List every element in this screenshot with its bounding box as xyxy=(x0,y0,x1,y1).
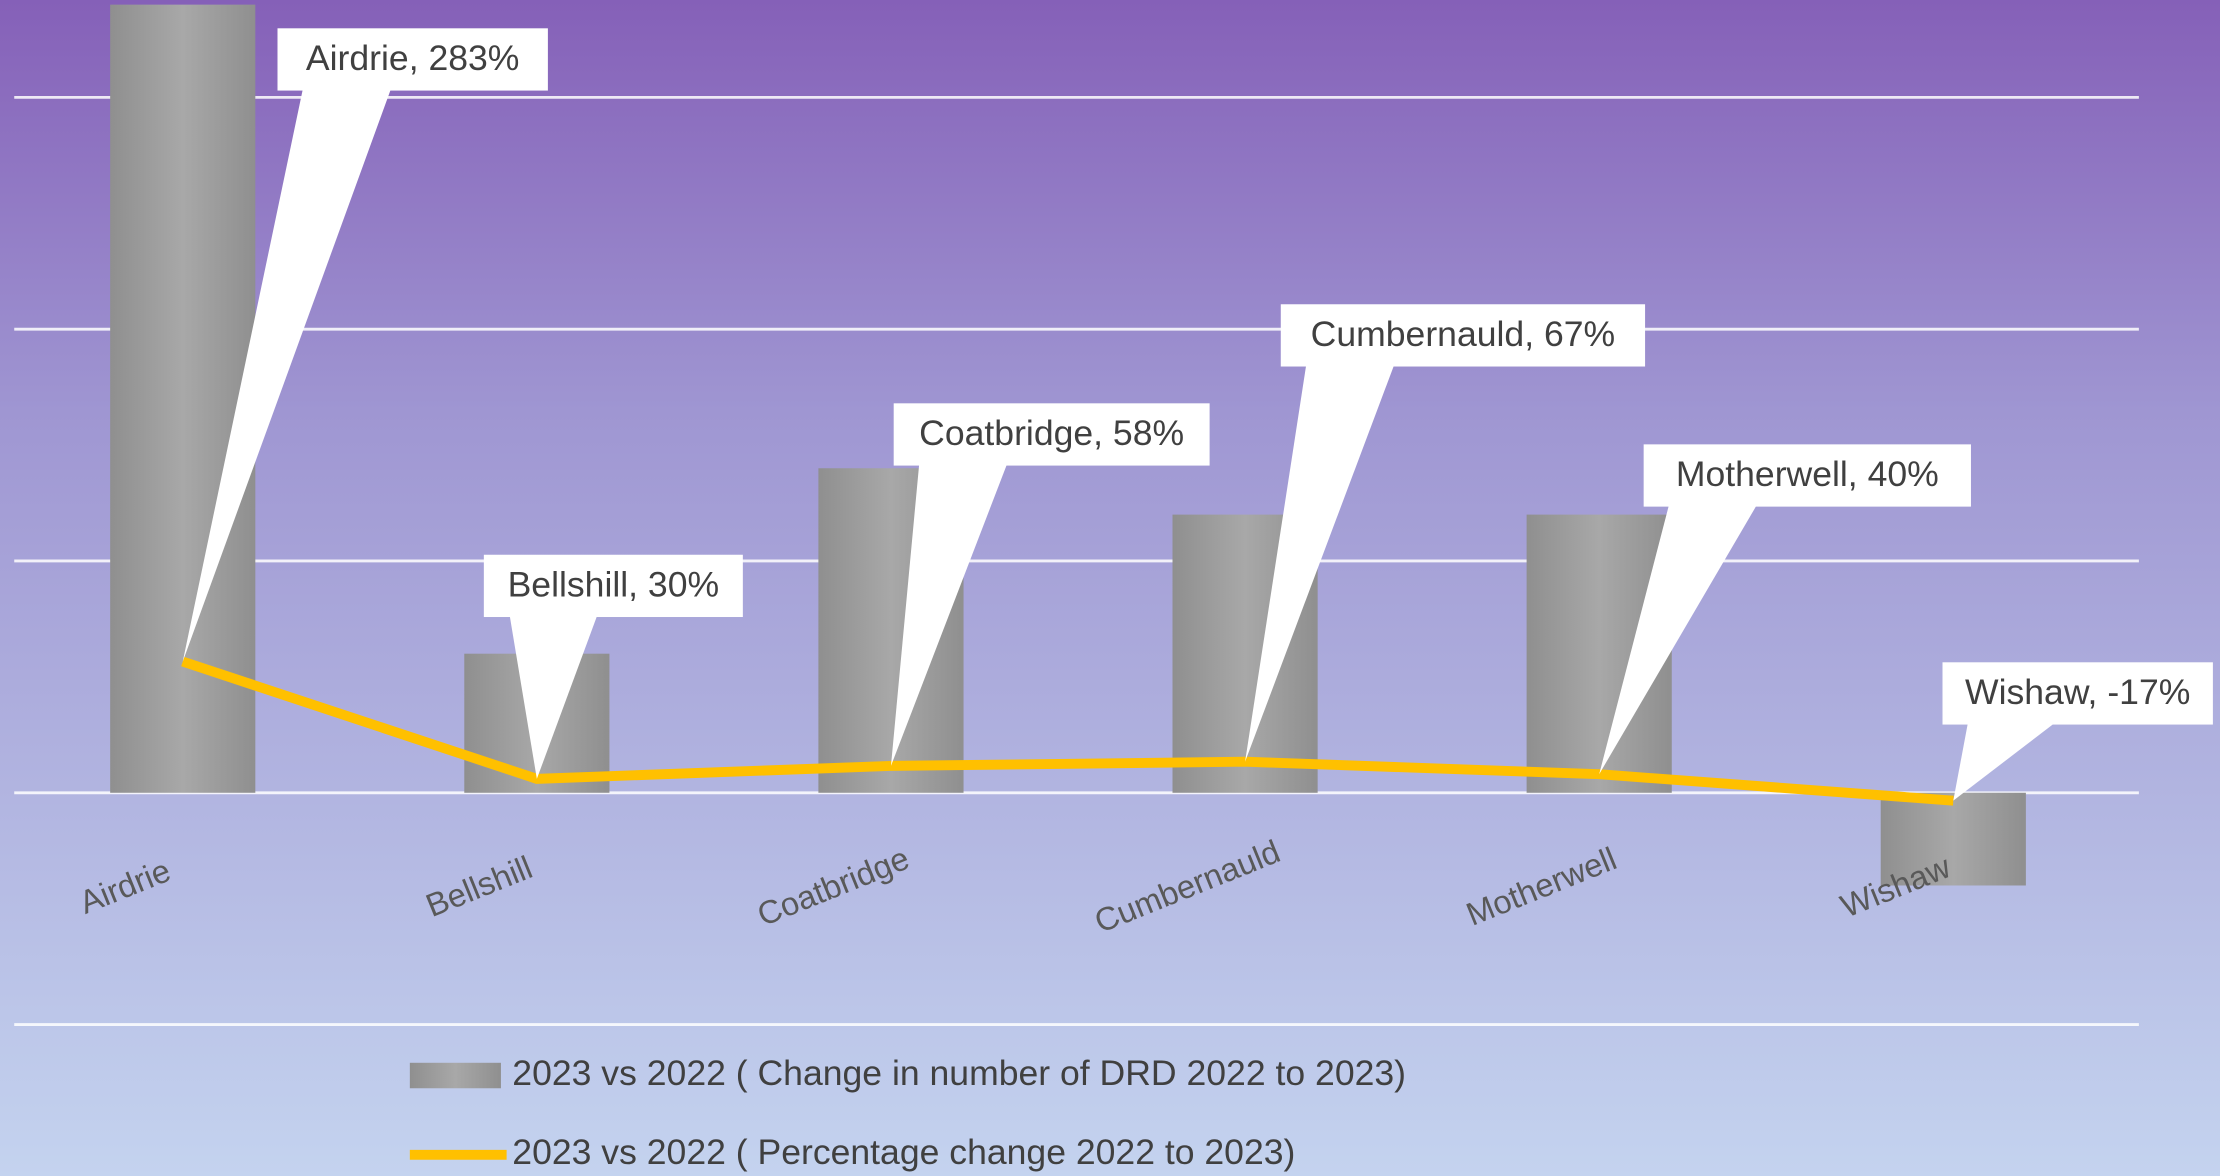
callout: Wishaw, -17% xyxy=(1942,662,2213,801)
callout-box xyxy=(483,554,743,618)
callout-box xyxy=(1643,444,1971,507)
callout-box xyxy=(1280,304,1646,367)
data-label: Wishaw, -17% xyxy=(1965,672,2190,712)
bar xyxy=(1880,792,2026,886)
callout-pointer xyxy=(890,462,1008,766)
legend-swatch xyxy=(409,1062,501,1089)
data-label: Cumbernauld, 67% xyxy=(1311,314,1615,354)
legend-label: 2023 vs 2022 ( Percentage change 2022 to… xyxy=(512,1132,1295,1172)
line xyxy=(181,656,1954,806)
callout-box xyxy=(893,403,1210,466)
legend-label: 2023 vs 2022 ( Change in number of DRD 2… xyxy=(512,1053,1406,1093)
data-label: Coatbridge, 58% xyxy=(919,413,1184,453)
bar xyxy=(110,4,256,793)
data-label: Bellshill, 30% xyxy=(508,565,720,605)
callout: Bellshill, 30% xyxy=(483,554,743,779)
callout-box xyxy=(1942,662,2213,725)
callout-pointer xyxy=(509,614,598,779)
data-label: Motherwell, 40% xyxy=(1676,454,1939,494)
callout: Airdrie, 283% xyxy=(182,28,548,662)
callout-box xyxy=(277,28,548,91)
callout: Coatbridge, 58% xyxy=(890,403,1210,766)
callout-pointer xyxy=(182,87,392,662)
data-label: Airdrie, 283% xyxy=(306,38,520,78)
